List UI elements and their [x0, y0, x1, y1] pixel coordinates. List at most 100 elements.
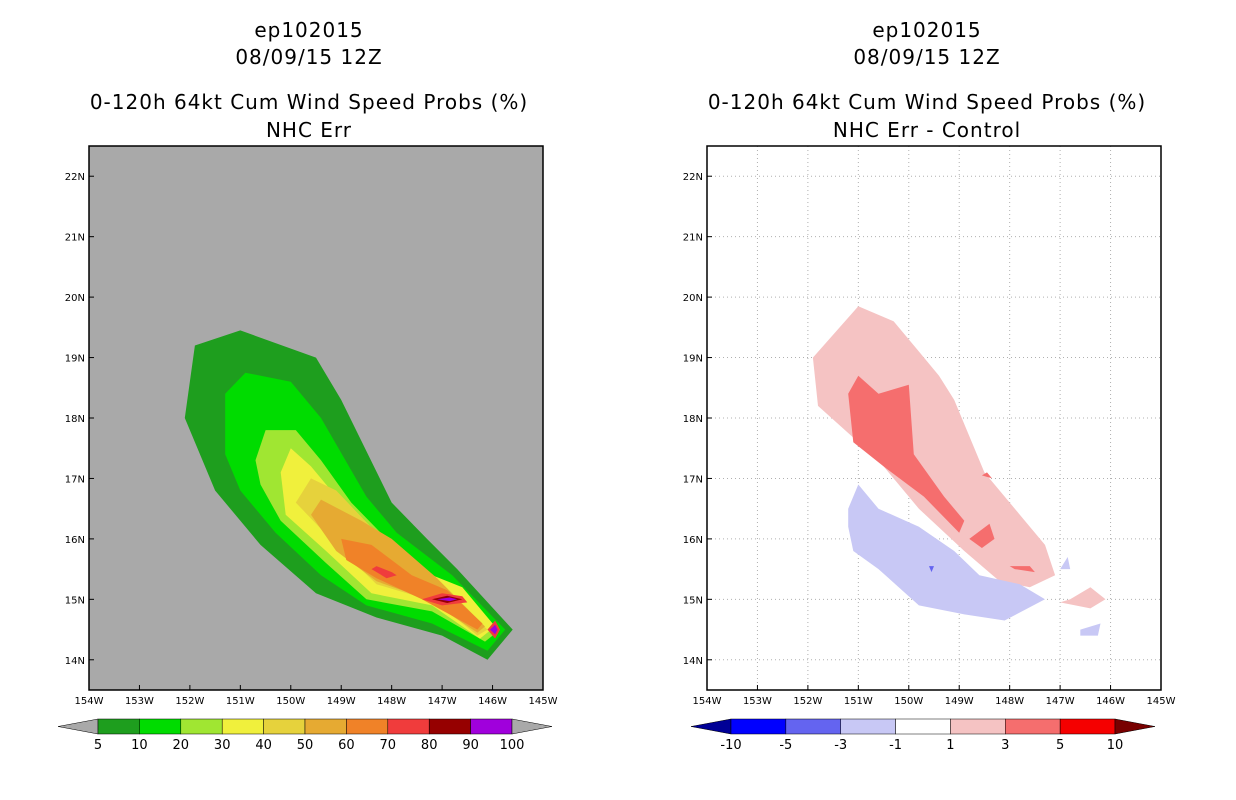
colorbar-swatch [304, 718, 347, 735]
contour-level-neg3 [929, 566, 934, 573]
colorbar-swatch [428, 718, 471, 735]
panel-subtitle: NHC Err - Control [832, 118, 1022, 142]
y-tick-label: 20N [683, 293, 703, 304]
colorbar-swatch [1005, 718, 1061, 735]
colorbar-swatch [180, 718, 223, 735]
colorbar-label: 1 [946, 738, 954, 753]
colorbar-label: -10 [720, 738, 741, 753]
contour-level-3 [981, 472, 992, 479]
colorbar-under-arrow [57, 718, 99, 735]
x-tick-label: 146W [1096, 696, 1125, 707]
x-tick-label: 153W [743, 696, 772, 707]
colorbar-label: 3 [1001, 738, 1009, 753]
contour-level-90 [490, 624, 498, 635]
colorbar-label: 10 [131, 738, 148, 753]
colorbar-swatch [840, 718, 896, 735]
x-tick-label: 147W [1046, 696, 1075, 707]
datetime-title: 08/09/15 12Z [235, 45, 383, 69]
x-tick-label: 150W [276, 696, 305, 707]
y-tick-label: 17N [683, 474, 703, 485]
storm-id-title: ep102015 [254, 18, 364, 42]
y-tick-label: 15N [683, 595, 703, 606]
y-tick-label: 14N [683, 656, 703, 667]
contour-level-1 [812, 306, 1056, 588]
y-tick-label: 16N [65, 535, 85, 546]
x-tick-label: 152W [793, 696, 822, 707]
y-tick-label: 18N [65, 414, 85, 425]
colorbar-label: -1 [889, 738, 902, 753]
colorbar-label: -3 [834, 738, 847, 753]
colorbar-swatch [1059, 718, 1116, 735]
contour-level-neg1 [848, 484, 1045, 621]
datetime-title: 08/09/15 12Z [853, 45, 1001, 69]
colorbar-label: 70 [380, 738, 397, 753]
colorbar-label: 100 [500, 738, 525, 753]
y-tick-label: 19N [65, 354, 85, 365]
left-probability-map: 154W 153W 152W 151W 150W 149W 148W 147W 146W 145W… [57, 145, 558, 753]
colorbar-swatch [139, 718, 182, 735]
colorbar-label: -5 [779, 738, 792, 753]
x-tick-label: 147W [428, 696, 457, 707]
colorbar-label: 20 [173, 738, 190, 753]
y-tick-label: 21N [683, 233, 703, 244]
contour-level-3 [1009, 566, 1035, 573]
x-tick-label: 149W [945, 696, 974, 707]
colorbar-swatch [97, 718, 140, 735]
storm-id-title: ep102015 [872, 18, 982, 42]
x-tick-label: 153W [125, 696, 154, 707]
product-title: 0-120h 64kt Cum Wind Speed Probs (%) [707, 90, 1147, 114]
contour-level-70 [371, 566, 397, 579]
x-tick-label: 154W [75, 696, 104, 707]
colorbar-label: 90 [462, 738, 479, 753]
contour-level-neg1 [1080, 623, 1101, 636]
contour-level-neg1 [1060, 557, 1071, 570]
y-tick-label: 21N [65, 233, 85, 244]
colorbar-label: 5 [1056, 738, 1064, 753]
x-tick-label: 150W [894, 696, 923, 707]
colorbar-swatch [346, 718, 389, 735]
y-tick-label: 17N [65, 474, 85, 485]
y-tick-label: 22N [683, 172, 703, 183]
contour-level-60 [341, 538, 483, 630]
colorbar-over-arrow [1114, 718, 1156, 735]
panel-subtitle: NHC Err [265, 118, 353, 142]
colorbar-label: 80 [421, 738, 438, 753]
y-tick-label: 20N [65, 293, 85, 304]
contour-level-3 [848, 375, 965, 533]
contour-level-90 [437, 597, 458, 602]
x-tick-label: 151W [226, 696, 255, 707]
x-tick-label: 149W [327, 696, 356, 707]
contour-level-3 [969, 523, 995, 548]
colorbar-swatch [895, 718, 951, 735]
x-tick-label: 148W [995, 696, 1024, 707]
colorbar-label: 50 [297, 738, 314, 753]
x-tick-label: 151W [844, 696, 873, 707]
colorbar-swatch [221, 718, 264, 735]
colorbar-swatch [730, 718, 787, 735]
colorbar-label: 5 [94, 738, 102, 753]
x-tick-label: 145W [529, 696, 558, 707]
y-tick-label: 16N [683, 535, 703, 546]
colorbar-label: 10 [1107, 738, 1124, 753]
y-tick-label: 19N [683, 354, 703, 365]
colorbar-swatch [387, 718, 430, 735]
colorbar-swatch [470, 718, 513, 735]
y-tick-label: 22N [65, 172, 85, 183]
x-tick-label: 145W [1147, 696, 1176, 707]
colorbar-label: 30 [214, 738, 231, 753]
colorbar-swatch [950, 718, 1006, 735]
y-tick-label: 18N [683, 414, 703, 425]
x-tick-label: 146W [478, 696, 507, 707]
y-tick-label: 15N [65, 595, 85, 606]
colorbar-swatch [785, 718, 841, 735]
contour-level-1 [1060, 587, 1106, 609]
colorbar-label: 60 [338, 738, 355, 753]
colorbar-swatch [263, 718, 306, 735]
x-tick-label: 154W [693, 696, 722, 707]
colorbar-over-arrow [511, 718, 553, 735]
x-tick-label: 148W [377, 696, 406, 707]
colorbar-under-arrow [690, 718, 732, 735]
y-tick-label: 14N [65, 656, 85, 667]
x-tick-label: 152W [175, 696, 204, 707]
right-difference-map: 154W 153W 152W 151W 150W 149W 148W 147W 146W 145W… [683, 145, 1176, 753]
